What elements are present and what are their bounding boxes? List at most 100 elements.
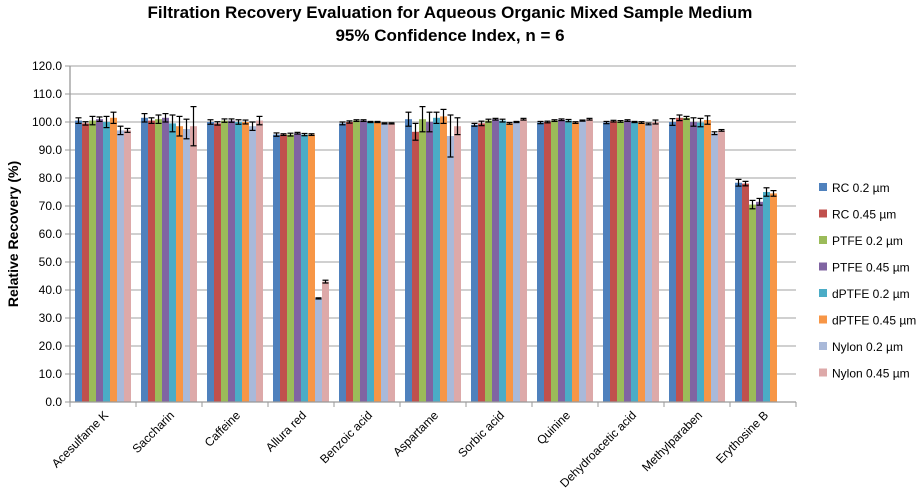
bar: [558, 119, 565, 402]
bar: [440, 116, 447, 403]
x-tick-label: Caffeine: [202, 408, 244, 450]
bar: [544, 122, 551, 402]
bar: [770, 193, 777, 402]
bar: [346, 122, 353, 402]
bar: [749, 204, 756, 402]
bar: [405, 119, 412, 402]
chart-subtitle: 95% Confidence Index, n = 6: [335, 26, 564, 45]
legend-swatch: [819, 342, 827, 350]
y-tick-label: 60.0: [39, 227, 63, 241]
bar: [565, 120, 572, 402]
y-tick-label: 40.0: [39, 283, 63, 297]
bar: [162, 117, 169, 403]
bar: [683, 117, 690, 403]
legend-swatch: [819, 236, 827, 244]
x-tick-label: Quinine: [534, 408, 573, 447]
x-tick-label: Benzoic acid: [317, 408, 375, 466]
bar: [638, 122, 645, 402]
bar: [419, 119, 426, 402]
y-tick-label: 50.0: [39, 255, 63, 269]
bar: [485, 120, 492, 402]
bar: [551, 120, 558, 402]
bar: [214, 123, 221, 403]
bar: [711, 133, 718, 402]
bar: [478, 123, 485, 403]
bar: [718, 130, 725, 402]
bar: [412, 131, 419, 403]
legend-swatch: [819, 315, 827, 324]
legend-label: dPTFE 0.45 µm: [832, 314, 916, 328]
bar: [242, 122, 249, 402]
bar: [374, 122, 381, 402]
bar: [676, 117, 683, 403]
bar: [690, 122, 697, 402]
bar: [471, 124, 478, 403]
y-tick-label: 20.0: [39, 339, 63, 353]
bar: [586, 119, 593, 402]
bar: [579, 120, 586, 402]
bar: [669, 122, 676, 402]
legend-swatch: [819, 262, 827, 271]
bar: [89, 120, 96, 402]
x-tick-label: Methylparaben: [639, 408, 705, 474]
y-tick-label: 0.0: [45, 395, 62, 409]
legend-label: PTFE 0.2 µm: [832, 234, 903, 248]
bar: [360, 120, 367, 402]
legend-label: Nylon 0.2 µm: [832, 340, 903, 354]
bar: [572, 122, 579, 402]
bar: [207, 122, 214, 402]
bar: [235, 122, 242, 402]
y-axis-label: Relative Recovery (%): [5, 161, 21, 307]
bar: [631, 122, 638, 402]
legend-label: Nylon 0.45 µm: [832, 367, 910, 381]
bar: [704, 120, 711, 402]
x-tick-label: Saccharin: [129, 408, 177, 456]
x-tick-label: Sorbic acid: [455, 408, 507, 460]
bar: [756, 201, 763, 402]
bar: [763, 192, 770, 402]
bar: [537, 122, 544, 402]
bar: [273, 134, 280, 402]
y-tick-label: 80.0: [39, 171, 63, 185]
bar: [155, 119, 162, 402]
bar: [426, 122, 433, 402]
bar: [308, 134, 315, 402]
bar: [280, 134, 287, 402]
bar: [176, 126, 183, 402]
chart-title: Filtration Recovery Evaluation for Aqueo…: [148, 3, 753, 22]
y-tick-label: 110.0: [33, 87, 62, 101]
bar: [301, 134, 308, 402]
bar: [742, 183, 749, 402]
bar: [221, 120, 228, 402]
bar: [287, 134, 294, 402]
bar: [117, 130, 124, 402]
x-tick-label: Acesulfame K: [49, 408, 111, 470]
bar: [339, 123, 346, 403]
bar: [645, 123, 652, 403]
bar: [433, 117, 440, 403]
bar: [124, 130, 131, 402]
y-tick-label: 120.0: [32, 59, 62, 73]
y-tick-label: 100.0: [32, 115, 62, 129]
bar: [381, 123, 388, 403]
bar: [228, 120, 235, 402]
bar: [294, 133, 301, 402]
bar: [110, 117, 117, 403]
bar: [388, 123, 395, 403]
bar: [367, 122, 374, 402]
y-tick-label: 10.0: [39, 367, 63, 381]
y-tick-label: 70.0: [39, 199, 63, 213]
bar: [624, 120, 631, 402]
bar: [610, 121, 617, 402]
y-tick-label: 90.0: [39, 143, 63, 157]
bar: [315, 298, 322, 402]
bar: [249, 126, 256, 402]
bar: [169, 123, 176, 403]
bar: [499, 120, 506, 402]
bar: [492, 119, 499, 402]
legend-label: RC 0.2 µm: [832, 181, 890, 195]
legend-label: RC 0.45 µm: [832, 208, 896, 222]
bar: [735, 182, 742, 402]
